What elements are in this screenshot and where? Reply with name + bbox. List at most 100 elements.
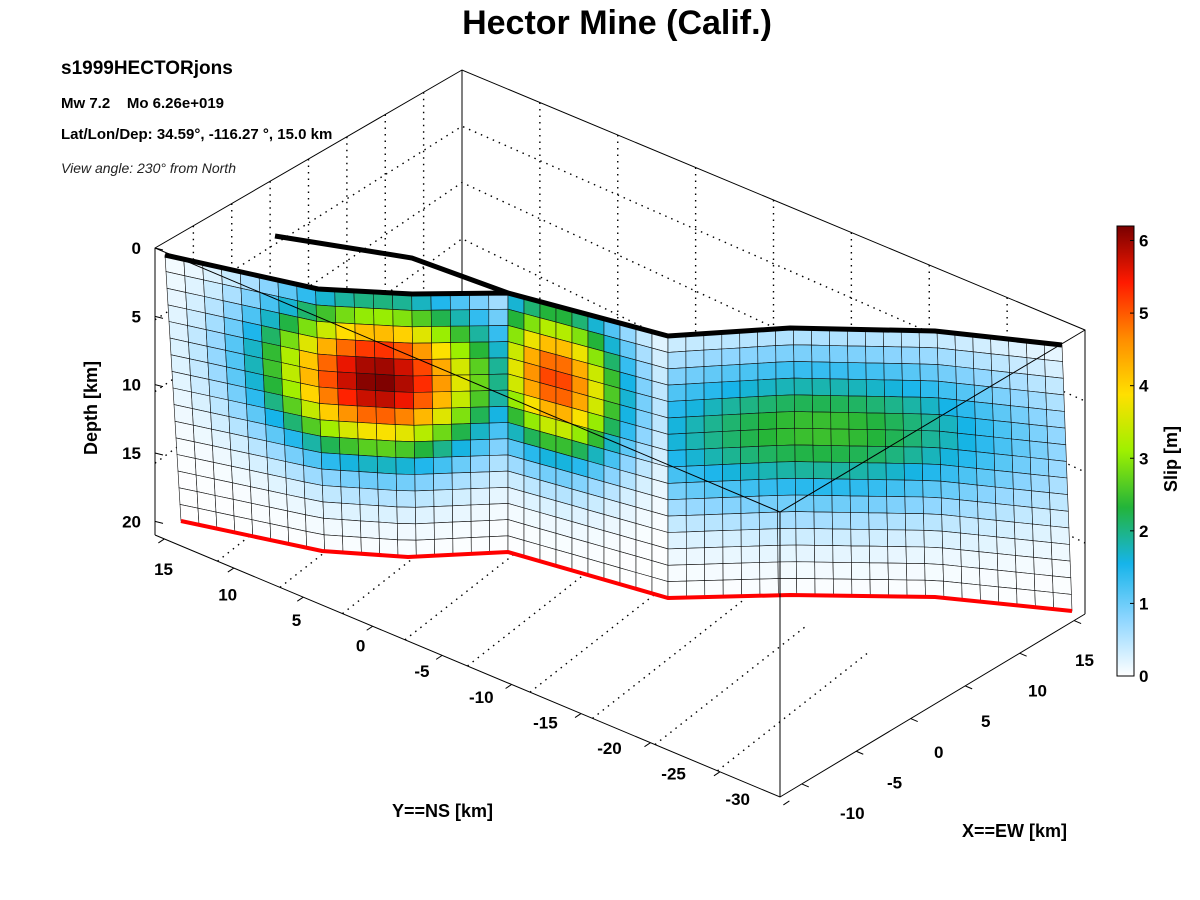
slip-patch xyxy=(979,567,999,588)
slip-patch xyxy=(994,486,1015,506)
slip-patch xyxy=(393,374,414,393)
slip-patch xyxy=(887,562,908,581)
slip-patch xyxy=(357,438,378,457)
slip-patch xyxy=(884,396,904,414)
slip-patch xyxy=(470,438,490,457)
slip-patch xyxy=(942,547,962,567)
slip-patch xyxy=(997,569,1017,590)
slip-patch xyxy=(942,564,963,584)
slip-patch xyxy=(1044,375,1065,396)
slip-patch xyxy=(813,494,833,513)
slip-patch xyxy=(451,488,472,507)
slip-patch xyxy=(335,338,357,357)
slip-patch xyxy=(939,447,959,467)
slip-patch xyxy=(317,353,338,373)
slip-patch xyxy=(920,396,940,415)
slip-patch xyxy=(777,544,797,563)
ns-axis-label: Y==NS [km] xyxy=(392,801,493,821)
slip-patch xyxy=(832,528,852,547)
slip-patch xyxy=(1033,573,1054,593)
slip-patch xyxy=(1010,421,1031,442)
slip-patch xyxy=(667,432,687,451)
slip-patch xyxy=(905,546,926,564)
slip-patch xyxy=(334,305,356,325)
ns-tick-label: 10 xyxy=(218,586,237,605)
grid-line xyxy=(717,650,871,772)
slip-patch xyxy=(868,529,889,547)
chart-title: Hector Mine (Calif.) xyxy=(462,4,772,42)
slip-patch xyxy=(341,502,361,522)
slip-patch xyxy=(354,323,375,342)
slip-patch xyxy=(378,521,398,541)
slip-patch xyxy=(488,325,509,343)
slip-patch xyxy=(976,468,996,488)
bottom-edge xyxy=(180,519,1073,613)
slip-patch xyxy=(758,478,778,497)
ns-tick-label: -25 xyxy=(661,764,686,783)
slip-patch xyxy=(941,530,962,551)
ew-tick-label: 0 xyxy=(934,743,943,762)
slip-patch xyxy=(849,495,870,514)
slip-patch xyxy=(776,477,796,496)
slip-patch xyxy=(1029,457,1050,477)
depth-tick xyxy=(154,384,164,388)
slip-patch xyxy=(433,505,453,524)
box-diagonal xyxy=(154,247,781,513)
slip-patch xyxy=(740,562,761,580)
slip-patch xyxy=(685,563,706,582)
slip-patch xyxy=(431,358,452,376)
slip-patch xyxy=(470,520,490,538)
slip-patch xyxy=(316,337,338,356)
slip-patch xyxy=(431,342,452,360)
slip-patch xyxy=(469,325,490,343)
colorbar-tick-label: 3 xyxy=(1139,449,1148,468)
slip-patch xyxy=(321,468,342,488)
slip-patch xyxy=(830,395,850,413)
slip-patch xyxy=(318,386,339,406)
slip-patch xyxy=(450,390,471,409)
slip-patch xyxy=(1049,508,1070,529)
slip-patch xyxy=(757,411,777,431)
slip-patch xyxy=(451,406,471,425)
slip-patch xyxy=(813,528,834,546)
slip-patch xyxy=(850,528,870,547)
slip-patch xyxy=(703,348,723,367)
slip-patch xyxy=(850,512,870,530)
slip-patch xyxy=(376,439,397,458)
slip-patch xyxy=(721,364,741,383)
slip-patch xyxy=(721,347,741,366)
slip-patch xyxy=(960,566,981,586)
event-id: s1999HECTORjons xyxy=(61,58,233,79)
slip-patch xyxy=(488,373,509,391)
slip-patch xyxy=(757,361,777,381)
slip-patch xyxy=(849,478,869,497)
ew-tick-label: -10 xyxy=(840,804,865,823)
slip-patch xyxy=(919,363,939,382)
slip-patch xyxy=(667,531,687,550)
slip-patch xyxy=(412,342,433,360)
slip-patch xyxy=(996,536,1016,556)
depth-tick-label: 15 xyxy=(122,444,141,463)
slip-patch xyxy=(452,520,472,539)
slip-patch xyxy=(847,345,867,364)
slip-patch xyxy=(795,561,816,580)
slip-patch xyxy=(393,358,414,377)
slip-patch xyxy=(811,361,831,380)
slip-patch xyxy=(794,444,814,463)
slip-patch xyxy=(831,478,851,497)
slip-patch xyxy=(1030,473,1050,494)
slip-patch xyxy=(704,530,724,549)
slip-patch xyxy=(704,563,724,581)
slip-patch xyxy=(851,578,871,597)
slip-patch xyxy=(1015,571,1036,591)
slip-patch xyxy=(432,407,452,426)
slip-patch xyxy=(336,355,357,374)
slip-patch xyxy=(667,547,687,566)
slip-patch xyxy=(357,421,378,441)
slip-patch xyxy=(956,416,977,436)
slip-patch xyxy=(685,349,705,369)
slip-patch xyxy=(775,361,795,380)
slip-patch xyxy=(432,423,453,442)
slip-patch xyxy=(757,378,777,397)
slip-patch xyxy=(431,325,452,344)
